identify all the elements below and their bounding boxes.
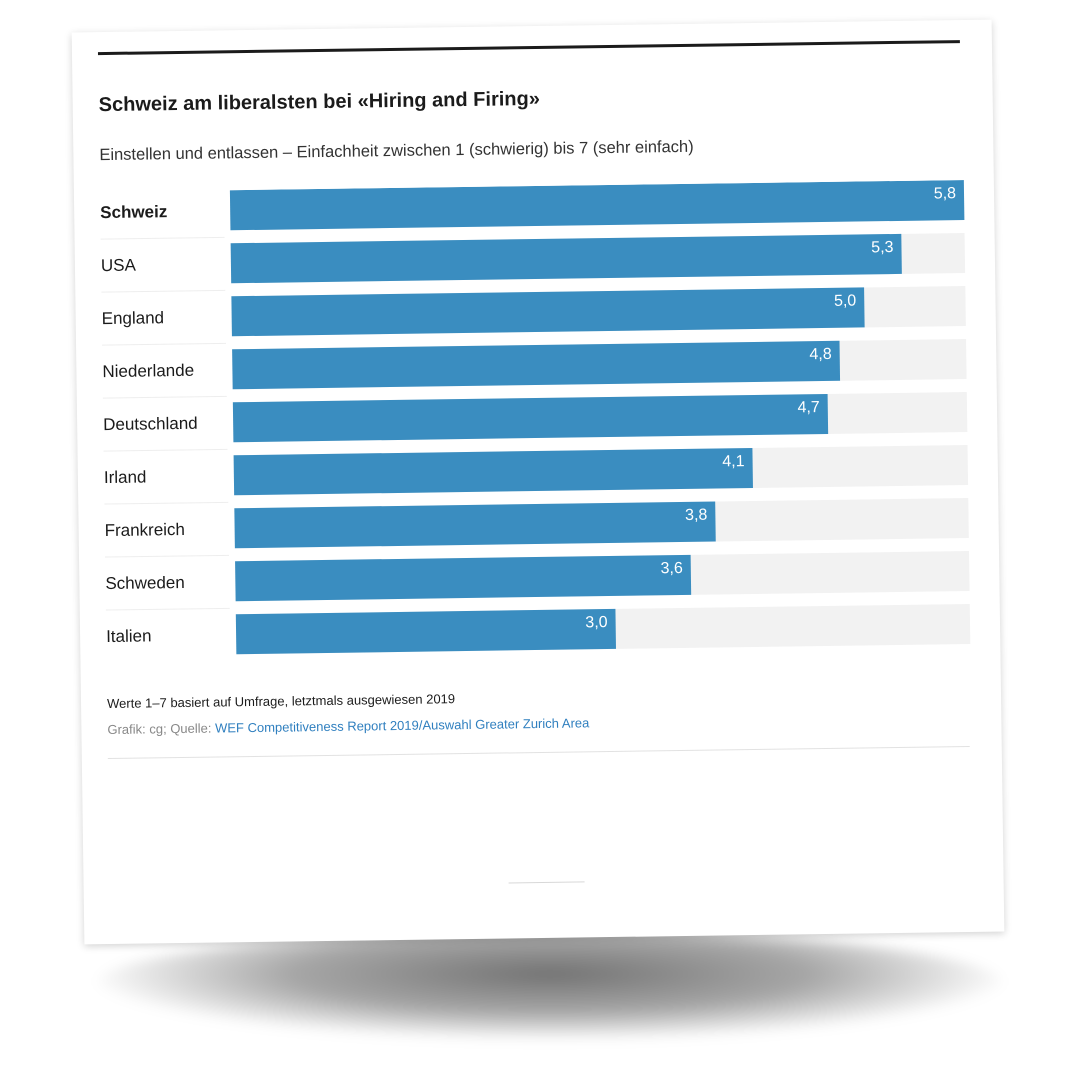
bar-italien xyxy=(235,608,616,655)
bar-niederlande xyxy=(232,340,841,390)
category-label: Niederlande xyxy=(102,361,194,381)
chart-subtitle: Einstellen und entlassen – Einfachheit z… xyxy=(99,137,694,165)
value-label: 5,8 xyxy=(934,185,957,202)
bar-chart: Schweiz 5,8 USA 5,3 England 5,0 Niederlande 4,8… xyxy=(100,180,971,655)
bar-usa xyxy=(230,233,902,284)
row-separator xyxy=(103,448,228,452)
chart-title: Schweiz am liberalsten bei «Hiring and F… xyxy=(98,87,541,117)
category-label: Schweiz xyxy=(100,202,167,222)
category-label: Irland xyxy=(104,467,147,487)
chart-source: Grafik: cg; Quelle: WEF Competitiveness … xyxy=(107,715,589,737)
row-separator xyxy=(102,342,227,346)
category-label: Italien xyxy=(106,626,152,646)
source-prefix: Grafik: cg; Quelle: xyxy=(107,720,216,738)
page-shadow xyxy=(95,930,1005,1040)
bar-england xyxy=(231,287,865,337)
category-label: Schweden xyxy=(105,573,185,593)
chart-note: Werte 1–7 basiert auf Umfrage, letztmals… xyxy=(106,691,456,712)
value-label: 4,7 xyxy=(797,399,820,416)
category-label: USA xyxy=(101,256,137,275)
row-separator xyxy=(102,395,227,399)
chart-card: Schweiz am liberalsten bei «Hiring and F… xyxy=(71,19,1005,945)
bar-frankreich xyxy=(234,501,716,549)
value-label: 5,3 xyxy=(871,239,894,256)
bar-irland xyxy=(233,448,753,496)
row-separator xyxy=(105,607,230,611)
value-label: 3,8 xyxy=(685,507,708,524)
bar-deutschland xyxy=(232,393,829,443)
divider xyxy=(508,881,585,884)
bar-schweden xyxy=(235,554,692,602)
category-label: Deutschland xyxy=(103,414,198,434)
value-label: 5,0 xyxy=(834,293,857,310)
value-label: 3,0 xyxy=(585,614,608,631)
top-rule xyxy=(97,40,960,56)
bar-schweiz xyxy=(229,180,965,231)
row-separator xyxy=(104,554,230,558)
category-label: Frankreich xyxy=(105,520,186,540)
source-link[interactable]: WEF Competitiveness Report 2019/Auswahl … xyxy=(214,715,590,736)
row-separator xyxy=(100,236,225,240)
row-separator xyxy=(101,289,226,293)
bottom-rule xyxy=(107,745,970,760)
value-label: 4,1 xyxy=(722,453,745,470)
value-label: 3,6 xyxy=(660,560,683,577)
row-separator xyxy=(104,501,229,505)
category-label: England xyxy=(102,308,165,328)
value-label: 4,8 xyxy=(809,346,832,363)
